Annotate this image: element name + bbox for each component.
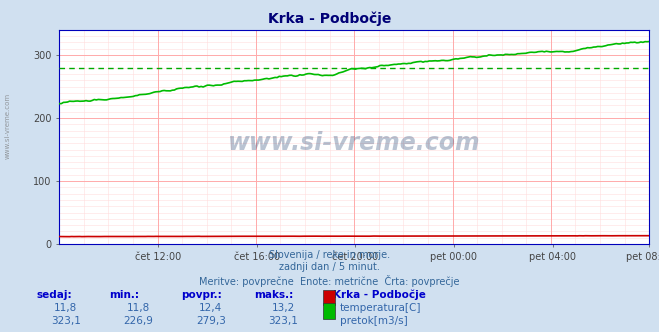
Text: Krka - Podbočje: Krka - Podbočje <box>333 290 426 300</box>
Text: povpr.:: povpr.: <box>181 290 222 299</box>
Text: maks.:: maks.: <box>254 290 293 299</box>
Text: Krka - Podbočje: Krka - Podbočje <box>268 12 391 26</box>
Text: pretok[m3/s]: pretok[m3/s] <box>340 316 408 326</box>
Text: 12,4: 12,4 <box>199 303 223 313</box>
Text: Meritve: povprečne  Enote: metrične  Črta: povprečje: Meritve: povprečne Enote: metrične Črta:… <box>199 275 460 287</box>
Text: min.:: min.: <box>109 290 139 299</box>
Text: Slovenija / reke in morje.: Slovenija / reke in morje. <box>269 250 390 260</box>
Text: 13,2: 13,2 <box>272 303 295 313</box>
Text: 279,3: 279,3 <box>196 316 226 326</box>
Text: zadnji dan / 5 minut.: zadnji dan / 5 minut. <box>279 262 380 272</box>
Text: sedaj:: sedaj: <box>36 290 72 299</box>
Text: temperatura[C]: temperatura[C] <box>340 303 422 313</box>
Text: www.si-vreme.com: www.si-vreme.com <box>228 131 480 155</box>
Text: www.si-vreme.com: www.si-vreme.com <box>5 93 11 159</box>
Text: 323,1: 323,1 <box>268 316 299 326</box>
Text: 11,8: 11,8 <box>54 303 78 313</box>
Text: 226,9: 226,9 <box>123 316 154 326</box>
Text: 323,1: 323,1 <box>51 316 81 326</box>
Text: 11,8: 11,8 <box>127 303 150 313</box>
